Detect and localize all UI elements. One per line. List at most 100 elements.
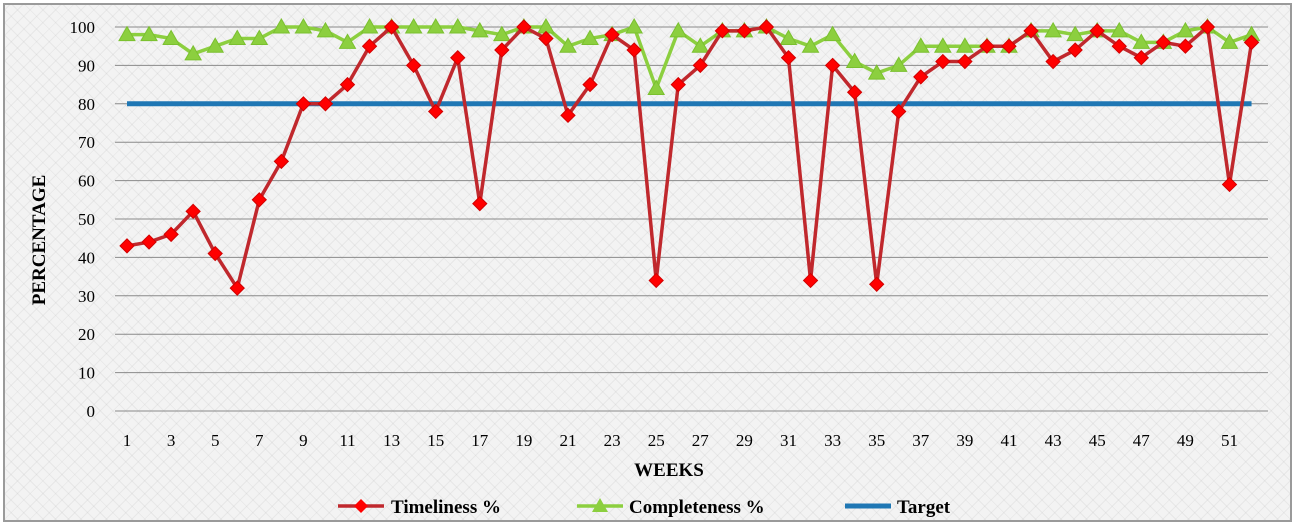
- data-point: [1110, 21, 1129, 38]
- data-point: [1044, 21, 1062, 38]
- data-point: [450, 50, 466, 66]
- data-point: [250, 29, 269, 46]
- data-point: [140, 25, 158, 42]
- legend-marker: [354, 499, 368, 513]
- data-point: [625, 17, 644, 34]
- data-point: [824, 57, 841, 74]
- data-point: [427, 103, 444, 120]
- y-tick-label: 80: [78, 95, 95, 114]
- data-point: [1177, 38, 1194, 54]
- y-axis-title: PERCENTAGE: [29, 175, 50, 306]
- x-tick-label: 27: [692, 431, 710, 450]
- data-point: [538, 30, 554, 47]
- y-tick-label: 100: [70, 18, 96, 37]
- data-point: [691, 37, 710, 53]
- legend-label: Completeness %: [629, 497, 765, 518]
- x-tick-label: 37: [912, 431, 930, 450]
- data-point: [472, 195, 488, 212]
- data-point: [185, 203, 201, 220]
- data-point: [1243, 34, 1260, 51]
- x-tick-labels: 1 3 5 7 9 11 13 15 17 19 21 23 25 27 29 31 33 35 37 39 41 43 4…: [123, 431, 1238, 450]
- data-point: [295, 96, 312, 112]
- data-point: [802, 272, 819, 289]
- y-tick-label: 0: [87, 402, 96, 421]
- data-point: [338, 33, 357, 49]
- x-tick-label: 9: [299, 431, 308, 450]
- data-point: [626, 42, 642, 58]
- data-point: [317, 96, 334, 112]
- data-point: [1045, 53, 1061, 70]
- data-point: [889, 56, 908, 72]
- data-point: [692, 57, 709, 74]
- y-tick-label: 20: [78, 325, 95, 344]
- series-group: [118, 17, 1261, 296]
- data-point: [294, 17, 313, 34]
- data-point: [868, 276, 885, 292]
- y-tick-label: 30: [78, 287, 95, 306]
- y-tick-labels: 0 10 20 30 40 50 60 70 80 90 100: [70, 18, 96, 421]
- x-tick-label: 17: [471, 431, 489, 450]
- x-axis-title: WEEKS: [634, 460, 704, 481]
- data-point: [228, 29, 247, 46]
- x-tick-label: 1: [123, 431, 132, 450]
- legend-marker: [592, 498, 608, 512]
- data-point: [758, 19, 775, 35]
- legend-label: Target: [897, 497, 951, 518]
- data-point: [867, 64, 886, 80]
- data-point: [823, 25, 842, 42]
- data-point: [1001, 38, 1017, 54]
- series-line: [127, 25, 1253, 91]
- data-point: [845, 52, 864, 69]
- data-point: [1155, 34, 1172, 51]
- x-tick-label: 7: [255, 431, 264, 450]
- x-tick-label: 35: [868, 431, 885, 450]
- x-tick-label: 31: [780, 431, 797, 450]
- data-point: [780, 50, 797, 66]
- data-point: [779, 29, 798, 46]
- data-point: [1221, 176, 1238, 193]
- y-tick-label: 50: [78, 210, 95, 229]
- legend-item: Completeness %: [577, 497, 765, 518]
- x-tick-label: 41: [1001, 431, 1018, 450]
- x-tick-label: 25: [648, 431, 665, 450]
- x-tick-label: 19: [515, 431, 532, 450]
- data-point: [141, 234, 157, 250]
- data-point: [1176, 21, 1195, 38]
- data-point: [714, 23, 731, 39]
- data-point: [801, 37, 820, 53]
- data-point: [494, 42, 510, 58]
- data-point: [251, 192, 268, 208]
- data-point: [1023, 23, 1039, 39]
- data-point: [560, 107, 576, 124]
- x-tick-label: 5: [211, 431, 220, 450]
- x-tick-label: 3: [167, 431, 176, 450]
- series-timeliness: [119, 19, 1260, 296]
- y-tick-label: 90: [78, 56, 95, 75]
- data-point: [404, 17, 423, 34]
- series-completeness: [118, 17, 1261, 95]
- data-point: [1067, 42, 1083, 58]
- data-point: [933, 37, 952, 53]
- chart-frame: [3, 3, 1292, 522]
- data-point: [184, 44, 203, 61]
- data-point: [361, 38, 378, 54]
- data-point: [405, 57, 422, 74]
- data-point: [1089, 23, 1105, 39]
- y-tick-label: 10: [78, 364, 95, 383]
- data-point: [979, 38, 995, 54]
- data-point: [1111, 38, 1127, 54]
- y-tick-label: 40: [78, 248, 95, 267]
- y-tick-label: 70: [78, 133, 95, 152]
- data-point: [206, 37, 225, 53]
- x-tick-label: 33: [824, 431, 841, 450]
- data-point: [1133, 50, 1150, 66]
- data-point: [118, 25, 136, 42]
- data-point: [316, 21, 335, 38]
- x-tick-label: 11: [339, 431, 355, 450]
- legend: Timeliness % Completeness % Target: [338, 497, 951, 518]
- x-tick-label: 47: [1133, 431, 1151, 450]
- x-tick-label: 39: [956, 431, 973, 450]
- data-point: [604, 26, 620, 43]
- data-point: [448, 17, 467, 34]
